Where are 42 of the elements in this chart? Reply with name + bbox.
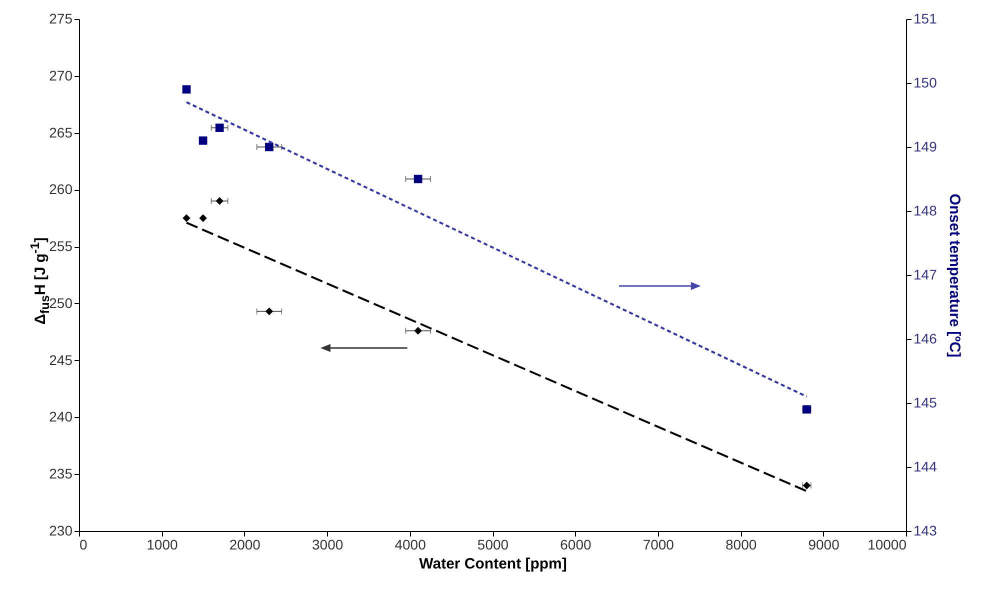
x-tick-label: 2000 [229,536,261,552]
x-tick-label: 0 [80,536,88,552]
y2-tick-label: 146 [914,330,938,346]
point [215,124,224,132]
y-tick-label: 235 [49,466,73,482]
y2-tick-label: 143 [914,522,938,538]
point [265,308,274,316]
y2-tick-label: 147 [914,266,938,282]
y-tick-label: 275 [49,10,73,26]
point [216,197,224,205]
x-tick-label: 6000 [560,536,592,552]
point [182,85,191,94]
y2-tick-label: 148 [914,202,938,218]
y2-axis-title: Onset temperature [ºC] [946,194,963,358]
x-axis-title: Water Content [ppm] [419,556,567,572]
point [199,214,207,222]
x-tick-label: 7000 [642,536,674,552]
y-tick-label: 250 [49,294,73,311]
point [198,136,208,145]
y-tick-label: 230 [49,522,73,538]
x-tick-label: 5000 [477,536,509,552]
point [182,214,190,222]
y-tick-label: 265 [49,124,73,140]
point [414,326,422,335]
y-tick-label: 270 [49,67,73,84]
y2-tick-label: 151 [914,10,938,26]
point [414,174,422,184]
x-tick-label: 3000 [312,536,344,552]
x-tick-label: 10000 [868,536,907,552]
y2-tick-label: 150 [914,74,938,90]
y-tick-label: 240 [49,408,73,425]
y-tick-label: 260 [49,181,73,198]
y2-tick-label: 149 [914,138,938,154]
x-tick-label: 1000 [146,536,178,552]
y-tick-label: 245 [49,352,73,368]
point [265,142,274,152]
x-tick-label: 8000 [726,536,757,552]
x-tick-label: 9000 [808,536,840,552]
y2-tick-label: 144 [914,458,938,474]
x-tick-label: 4000 [394,536,426,552]
y2-tick-label: 145 [914,394,938,410]
y-tick-label: 255 [49,238,73,254]
